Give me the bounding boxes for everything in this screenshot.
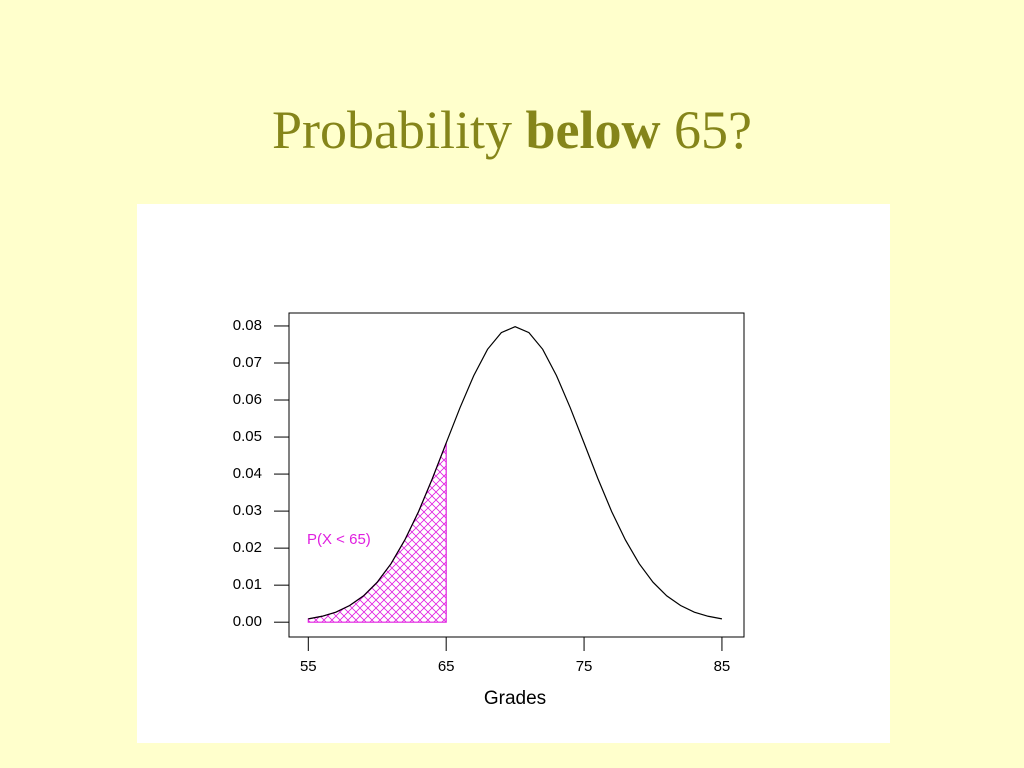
x-tick-label: 55 bbox=[300, 658, 317, 675]
y-tick-label: 0.03 bbox=[233, 502, 262, 519]
y-tick-label: 0.04 bbox=[233, 465, 262, 482]
density-curve bbox=[308, 326, 723, 620]
x-tick-label: 65 bbox=[438, 658, 455, 675]
title-part: 65? bbox=[674, 100, 752, 160]
x-tick-label: 75 bbox=[576, 658, 593, 675]
y-tick-label: 0.00 bbox=[233, 613, 262, 630]
y-tick-label: 0.05 bbox=[233, 428, 262, 445]
y-tick-label: 0.06 bbox=[233, 391, 262, 408]
title-part: below bbox=[526, 100, 661, 160]
y-tick-label: 0.02 bbox=[233, 539, 262, 556]
y-tick-label: 0.01 bbox=[233, 576, 262, 593]
title-part: Probability bbox=[272, 100, 512, 160]
x-tick-label: 85 bbox=[714, 658, 731, 675]
y-tick-label: 0.08 bbox=[233, 317, 262, 334]
x-axis-label: Grades bbox=[484, 688, 546, 709]
slide-title: Probability below 65? bbox=[272, 100, 752, 160]
y-tick-label: 0.07 bbox=[233, 354, 262, 371]
annotation: P(X < 65) bbox=[307, 531, 371, 548]
plot-frame bbox=[288, 312, 745, 638]
chart-panel bbox=[137, 204, 890, 743]
